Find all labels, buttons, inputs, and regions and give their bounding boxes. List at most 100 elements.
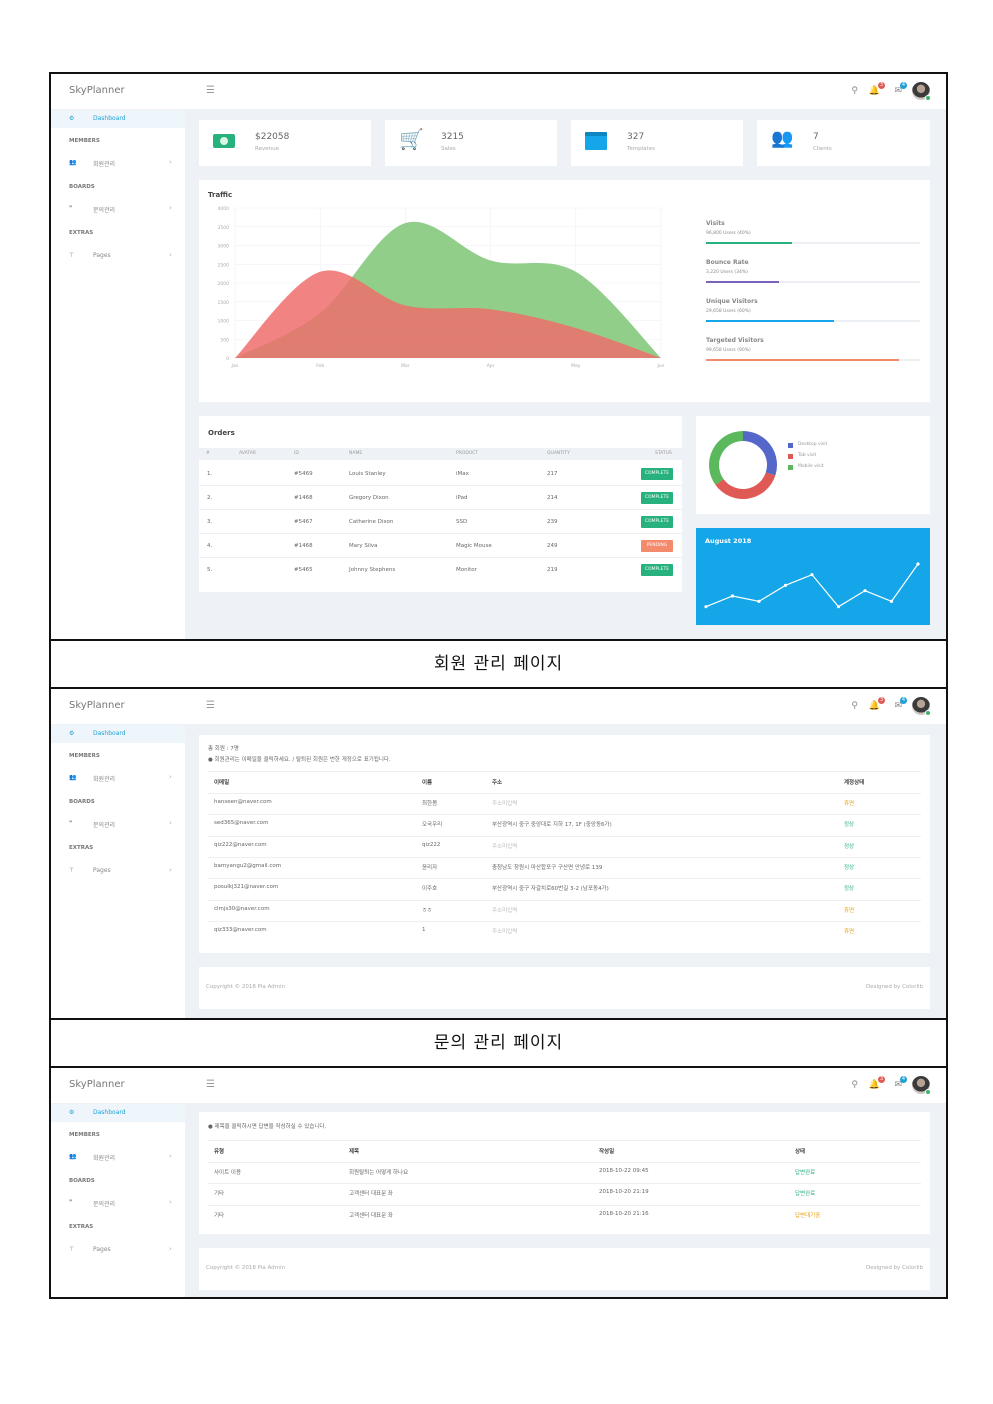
col-header-status: 상태 — [795, 1149, 806, 1155]
order-quantity: 217 — [547, 471, 558, 477]
cart-icon: 🛒 — [399, 127, 424, 151]
dashboard-icon: ⚙ — [69, 1109, 75, 1116]
order-row[interactable]: 2. #1468 Gregory Dixon iPad 214 COMPLETE — [199, 490, 682, 514]
quote-icon: ❞ — [69, 820, 73, 827]
search-icon[interactable]: ⚲ — [851, 1080, 858, 1090]
sidebar-item-pages[interactable]: Pages — [93, 867, 111, 874]
chevron-right-icon[interactable]: › — [169, 1152, 172, 1160]
member-caption: 회원 관리 페이지 — [433, 654, 564, 674]
menu-icon[interactable]: ☰ — [206, 700, 215, 711]
member-status: 정상 — [844, 822, 855, 829]
chevron-right-icon[interactable]: › — [169, 819, 172, 827]
order-quantity: 214 — [547, 495, 558, 501]
line-point — [916, 562, 920, 566]
order-row[interactable]: 4. #1468 Mary Silva Magic Mouse 249 PENDING — [199, 538, 682, 562]
dashboard-icon: ⚙ — [69, 730, 75, 737]
inquiry-title-link[interactable]: 고객센터 대표문 좌 — [349, 1191, 393, 1198]
bell-icon[interactable]: 🔔 3 — [868, 82, 885, 96]
y-tick-label: 2500 — [218, 262, 230, 268]
member-email-link[interactable]: hanseen@naver.com — [214, 799, 272, 805]
inquiry-status: 답변완료 — [795, 1170, 816, 1176]
col-header: NAME — [349, 451, 363, 456]
stat-card-sales: 🛒 3215 Sales — [385, 120, 557, 166]
inquiry-type: 사이트 이용 — [214, 1170, 242, 1176]
designed-by-link[interactable]: Designed by Colorlib — [865, 984, 923, 990]
sidebar-item-dashboard[interactable]: Dashboard — [93, 115, 126, 122]
order-number: 3. — [207, 519, 213, 525]
sidebar-item-boards[interactable]: 문의관리 — [93, 822, 116, 829]
sidebar-item-members[interactable]: 회원관리 — [93, 776, 116, 783]
order-quantity: 249 — [547, 543, 558, 549]
line-point — [836, 605, 841, 609]
order-row[interactable]: 5. #5465 Johnny Stephens Monitor 219 COMPLETE — [199, 562, 682, 586]
legend-swatch — [788, 454, 793, 459]
order-name: Gregory Dixon — [349, 495, 389, 501]
member-row: bamyangu2@gmail.com 윤리자 충청남도 창원시 마산합포구 구산면… — [199, 863, 930, 875]
member-email-link[interactable]: clmjs30@naver.com — [214, 905, 270, 912]
designed-by-link[interactable]: Designed by Colorlib — [865, 1265, 923, 1271]
member-status: 휴면 — [844, 907, 855, 914]
sidebar-item-members[interactable]: 회원관리 — [93, 161, 116, 168]
inquiry-table-card: ● 제목을 클릭하시면 답변을 작성하실 수 있습니다. 유형 제목 작성일 상… — [199, 1112, 930, 1234]
member-address: 주소미입력 — [492, 907, 518, 914]
y-tick-label: 3500 — [218, 225, 230, 231]
order-status-badge: PENDING — [641, 540, 673, 552]
member-email-link[interactable]: posulkj321@naver.com — [214, 884, 279, 891]
search-icon[interactable]: ⚲ — [851, 86, 858, 96]
brand-logo[interactable]: SkyPlanner — [69, 700, 125, 711]
user-avatar[interactable] — [912, 82, 931, 101]
brand-logo[interactable]: SkyPlanner — [69, 1079, 125, 1090]
chevron-right-icon[interactable]: › — [169, 1198, 172, 1206]
stat-value: 327 — [627, 132, 645, 142]
search-icon[interactable]: ⚲ — [851, 701, 858, 711]
member-email-link[interactable]: qiz222@naver.com — [214, 841, 267, 848]
member-row: qiz333@naver.com 1 주소미입력 휴면 — [199, 927, 930, 939]
menu-icon[interactable]: ☰ — [206, 1079, 215, 1090]
chevron-right-icon[interactable]: › — [169, 773, 172, 781]
member-email-link[interactable]: sed365@naver.com — [214, 820, 269, 827]
chevron-right-icon[interactable]: › — [169, 866, 172, 874]
copyright-text: Copyright © 2018 Pia Admin — [206, 1265, 285, 1271]
order-name: Johnny Stephens — [349, 567, 396, 573]
bell-icon[interactable]: 🔔 3 — [868, 1076, 885, 1090]
inquiry-title-link[interactable]: 회원탈퇴는 어떻게 하나요 — [349, 1170, 409, 1176]
member-email-link[interactable]: bamyangu2@gmail.com — [214, 862, 282, 869]
mail-badge: 4 — [900, 1076, 907, 1083]
x-tick-label: Mar — [401, 363, 410, 369]
tools-icon: ⊤ — [69, 867, 75, 874]
chevron-right-icon[interactable]: › — [169, 1245, 172, 1253]
mail-icon[interactable]: ✉ 4 — [894, 1076, 907, 1090]
menu-icon[interactable]: ☰ — [206, 85, 215, 96]
user-avatar[interactable] — [912, 1076, 931, 1095]
chevron-right-icon[interactable]: › — [169, 204, 172, 212]
user-avatar[interactable] — [912, 697, 931, 716]
bell-icon[interactable]: 🔔 3 — [868, 697, 885, 711]
sidebar-item-dashboard[interactable]: Dashboard — [93, 1109, 126, 1116]
inquiry-notice: ● 제목을 클릭하시면 답변을 작성하실 수 있습니다. — [208, 1124, 327, 1130]
inquiry-date: 2018-10-22 09:45 — [599, 1168, 649, 1174]
chevron-right-icon[interactable]: › — [169, 158, 172, 166]
sidebar-item-dashboard[interactable]: Dashboard — [93, 730, 126, 737]
order-quantity: 219 — [547, 567, 558, 573]
sidebar-item-pages[interactable]: Pages — [93, 1246, 111, 1253]
order-number: 4. — [207, 543, 213, 549]
inquiry-date: 2018-10-20 21:19 — [599, 1189, 649, 1196]
col-header-status: 계정상태 — [844, 780, 865, 786]
chevron-right-icon[interactable]: › — [169, 251, 172, 259]
mail-icon[interactable]: ✉ 4 — [894, 697, 907, 711]
brand-logo[interactable]: SkyPlanner — [69, 85, 125, 96]
order-row[interactable]: 1. #5469 Louis Stanley iMax 217 COMPLETE — [199, 466, 682, 490]
sidebar-item-boards[interactable]: 문의관리 — [93, 207, 116, 214]
order-row[interactable]: 3. #5467 Catherine Dixon SSD 239 COMPLETE — [199, 514, 682, 538]
stat-card-clients: 👥 7 Clients — [757, 120, 930, 166]
inquiry-management-screenshot: SkyPlanner ☰ ⚲ 🔔 3 ✉ 4 ⚙ Dashboard MEMBERS… — [51, 1068, 946, 1297]
inquiry-title-link[interactable]: 고객센터 대표문 좌 — [349, 1212, 393, 1219]
sidebar-item-pages[interactable]: Pages — [93, 252, 111, 259]
sidebar-item-boards[interactable]: 문의관리 — [93, 1201, 116, 1208]
sidebar-item-members[interactable]: 회원관리 — [93, 1155, 116, 1162]
users-icon: 👥 — [69, 159, 77, 166]
member-email-link[interactable]: qiz333@naver.com — [214, 926, 267, 933]
stat-value: 3215 — [441, 132, 464, 142]
mail-icon[interactable]: ✉ 4 — [894, 82, 907, 96]
bell-badge: 3 — [878, 1076, 885, 1083]
